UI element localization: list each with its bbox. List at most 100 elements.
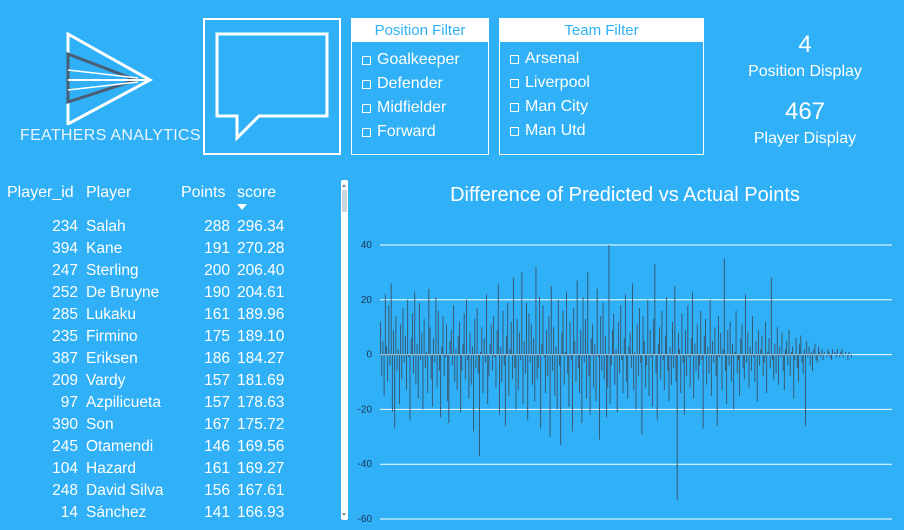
sort-descending-icon[interactable]	[237, 204, 247, 210]
player-display-value: 467	[784, 98, 826, 125]
table-row[interactable]: 235 Firmino 175 189.10	[0, 326, 340, 348]
cell-points: 200	[204, 262, 230, 279]
table-row[interactable]: 14 Sánchez 141 166.93	[0, 502, 340, 524]
table-row[interactable]: 245 Otamendi 146 169.56	[0, 436, 340, 458]
team-filter-title: Team Filter	[500, 19, 703, 42]
checkbox-icon[interactable]	[362, 127, 371, 137]
cell-player: David Silva	[86, 482, 164, 499]
position-filter-item-label: Defender	[377, 75, 443, 92]
position-filter-item[interactable]: Midfielder	[352, 96, 488, 120]
checkbox-icon[interactable]	[510, 102, 519, 112]
table-row[interactable]: 209 Vardy 157 181.69	[0, 370, 340, 392]
position-filter-item[interactable]: Goalkeeper	[352, 48, 488, 72]
table-row[interactable]: 252 De Bruyne 190 204.61	[0, 282, 340, 304]
cell-player: Lukaku	[86, 306, 136, 323]
table-row[interactable]: 285 Lukaku 161 189.96	[0, 304, 340, 326]
cell-points: 157	[204, 394, 230, 411]
table-row[interactable]: 104 Hazard 161 169.27	[0, 458, 340, 480]
table-row[interactable]: 234 Salah 288 296.34	[0, 216, 340, 238]
cell-points: 141	[204, 504, 230, 521]
position-filter-item-label: Midfielder	[377, 99, 447, 116]
cell-player: Kane	[86, 240, 123, 257]
position-filter-item-label: Goalkeeper	[377, 51, 460, 68]
cell-points: 186	[204, 350, 230, 367]
difference-bar-chart: 40 20 0 -20 -40 -60	[358, 240, 892, 525]
cell-score: 184.27	[237, 350, 285, 367]
cell-points: 191	[204, 240, 230, 257]
header-points[interactable]: Points	[181, 184, 226, 201]
cell-player: Son	[86, 416, 114, 433]
cell-player-id: 390	[52, 416, 78, 433]
cell-player: De Bruyne	[86, 284, 160, 301]
y-tick-label: 0	[366, 350, 372, 361]
table-row[interactable]: 97 Azpilicueta 157 178.63	[0, 392, 340, 414]
cell-player: Azpilicueta	[86, 394, 161, 411]
cell-player: Salah	[86, 218, 126, 235]
checkbox-icon[interactable]	[510, 126, 519, 136]
position-display-card: 4 Position Display	[715, 31, 895, 81]
cell-player: Sánchez	[86, 504, 147, 521]
y-tick-label: -20	[358, 404, 373, 415]
cell-score: 204.61	[237, 284, 285, 301]
scroll-up-icon[interactable]	[342, 184, 346, 187]
team-filter-item[interactable]: Liverpool	[500, 71, 703, 95]
player-table: Player_id Player Points score 234 Salah 28…	[0, 176, 352, 522]
cell-points: 190	[204, 284, 230, 301]
header-player-id[interactable]: Player_id	[7, 184, 74, 201]
cell-score: 296.34	[237, 218, 285, 235]
header-score[interactable]: score	[237, 184, 277, 201]
team-filter-item[interactable]: Man City	[500, 95, 703, 119]
cell-player-id: 252	[52, 284, 78, 301]
cell-player-id: 248	[52, 482, 78, 499]
cell-player: Vardy	[86, 372, 126, 389]
cell-points: 288	[204, 218, 230, 235]
scroll-down-icon[interactable]	[342, 513, 346, 516]
cell-points: 146	[204, 438, 230, 455]
cell-points: 167	[204, 416, 230, 433]
checkbox-icon[interactable]	[362, 103, 371, 113]
position-display-label: Position Display	[748, 63, 862, 80]
y-tick-label: 20	[361, 295, 373, 306]
cell-score: 169.27	[237, 460, 285, 477]
cell-player-id: 209	[52, 372, 78, 389]
position-filter-title: Position Filter	[352, 19, 488, 42]
position-filter-item[interactable]: Defender	[352, 72, 488, 96]
table-row[interactable]: 247 Sterling 200 206.40	[0, 260, 340, 282]
player-display-label: Player Display	[753, 130, 857, 147]
team-filter-item-label: Man Utd	[525, 122, 586, 139]
speech-bubble-icon	[215, 32, 329, 142]
table-row[interactable]: 390 Son 167 175.72	[0, 414, 340, 436]
position-filter-item-label: Forward	[377, 123, 436, 140]
scroll-thumb[interactable]	[342, 190, 347, 212]
player-display-card: 467 Player Display	[715, 98, 895, 148]
checkbox-icon[interactable]	[362, 79, 371, 89]
team-filter-item-label: Liverpool	[525, 74, 590, 91]
checkbox-icon[interactable]	[510, 54, 519, 64]
cell-player-id: 245	[52, 438, 78, 455]
table-scrollbar[interactable]	[341, 180, 348, 520]
table-row[interactable]: 394 Kane 191 270.28	[0, 238, 340, 260]
position-filter-item[interactable]: Forward	[352, 120, 488, 144]
table-row[interactable]: 387 Eriksen 186 184.27	[0, 348, 340, 370]
cell-player: Eriksen	[86, 350, 138, 367]
cell-player: Otamendi	[86, 438, 154, 455]
cell-player-id: 394	[52, 240, 78, 257]
cell-points: 156	[204, 482, 230, 499]
table-row[interactable]: 248 David Silva 156 167.61	[0, 480, 340, 502]
header-player[interactable]: Player	[86, 184, 132, 201]
y-tick-label: -40	[358, 459, 373, 470]
team-filter-item[interactable]: Man Utd	[500, 119, 703, 143]
comment-card[interactable]	[203, 18, 341, 155]
cell-player-id: 234	[52, 218, 78, 235]
team-filter-item-label: Arsenal	[525, 50, 580, 67]
cell-score: 178.63	[237, 394, 285, 411]
team-filter-item[interactable]: Arsenal	[500, 47, 703, 71]
cell-score: 189.10	[237, 328, 285, 345]
cell-score: 270.28	[237, 240, 285, 257]
cell-player-id: 285	[52, 306, 78, 323]
cell-score: 169.56	[237, 438, 285, 455]
position-display-value: 4	[798, 31, 812, 58]
checkbox-icon[interactable]	[510, 78, 519, 88]
cell-player-id: 104	[52, 460, 78, 477]
checkbox-icon[interactable]	[362, 55, 371, 65]
